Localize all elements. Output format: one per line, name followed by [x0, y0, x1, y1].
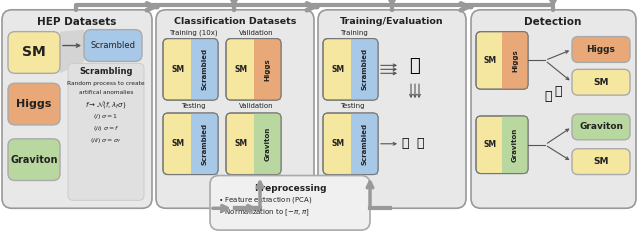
Text: $\bullet$ Feature extraction (PCA): $\bullet$ Feature extraction (PCA)	[218, 195, 312, 205]
FancyBboxPatch shape	[476, 116, 528, 173]
Text: HEP Datasets: HEP Datasets	[37, 17, 116, 27]
FancyBboxPatch shape	[226, 39, 281, 100]
Text: 🏆: 🏆	[544, 90, 552, 103]
FancyBboxPatch shape	[156, 10, 314, 208]
Text: Higgs: Higgs	[587, 45, 616, 54]
Text: Validation: Validation	[239, 30, 273, 36]
Text: SM: SM	[172, 65, 184, 74]
FancyBboxPatch shape	[2, 10, 152, 208]
Text: Graviton: Graviton	[264, 127, 270, 161]
Text: SM: SM	[22, 45, 46, 60]
Text: $(ii)\;\sigma = f$: $(ii)\;\sigma = f$	[93, 124, 119, 133]
Text: Random process to create: Random process to create	[67, 81, 145, 86]
Text: $(iii)\;\sigma = \sigma_f$: $(iii)\;\sigma = \sigma_f$	[90, 136, 122, 145]
Bar	[191, 39, 218, 100]
Text: Scrambled: Scrambled	[201, 48, 207, 91]
FancyBboxPatch shape	[163, 113, 218, 174]
Text: SM: SM	[332, 139, 344, 148]
Bar	[191, 113, 218, 174]
Text: Scrambled: Scrambled	[361, 48, 367, 91]
Text: SM: SM	[332, 65, 344, 74]
Text: Detection: Detection	[524, 17, 582, 27]
Text: Training: Training	[340, 30, 368, 36]
FancyBboxPatch shape	[226, 113, 281, 174]
Text: artifical anomalies: artifical anomalies	[79, 90, 133, 95]
Text: $\bullet$ Normalization to $[-\pi, \pi]$: $\bullet$ Normalization to $[-\pi, \pi]$	[218, 208, 310, 218]
Text: 🏆: 🏆	[401, 137, 409, 150]
FancyBboxPatch shape	[210, 175, 370, 230]
Text: SM: SM	[483, 56, 497, 65]
Text: Scrambling: Scrambling	[79, 67, 132, 76]
FancyBboxPatch shape	[163, 39, 218, 100]
Text: Graviton: Graviton	[512, 128, 518, 162]
Text: SM: SM	[234, 65, 248, 74]
Bar	[502, 116, 528, 173]
Text: Scrambled: Scrambled	[201, 123, 207, 165]
FancyBboxPatch shape	[476, 32, 528, 89]
Text: Validation: Validation	[239, 103, 273, 109]
Text: Graviton: Graviton	[579, 122, 623, 132]
Text: SM: SM	[483, 140, 497, 149]
Bar	[351, 113, 378, 174]
Text: Preprocessing: Preprocessing	[253, 184, 326, 193]
Text: Higgs: Higgs	[264, 58, 270, 81]
Text: Training (10x): Training (10x)	[169, 29, 218, 36]
FancyBboxPatch shape	[84, 30, 142, 61]
Text: 🧠: 🧠	[554, 85, 562, 98]
Text: Higgs: Higgs	[16, 99, 52, 109]
FancyBboxPatch shape	[572, 114, 630, 140]
Text: 🧠: 🧠	[410, 57, 420, 75]
Text: Classification Datasets: Classification Datasets	[174, 17, 296, 26]
FancyBboxPatch shape	[8, 139, 60, 181]
FancyBboxPatch shape	[323, 39, 378, 100]
Text: Scrambled: Scrambled	[361, 123, 367, 165]
FancyBboxPatch shape	[572, 149, 630, 174]
Text: SM: SM	[172, 139, 184, 148]
Text: Testing: Testing	[180, 103, 205, 109]
FancyBboxPatch shape	[323, 113, 378, 174]
Text: Higgs: Higgs	[512, 49, 518, 72]
Text: Graviton: Graviton	[10, 155, 58, 165]
FancyBboxPatch shape	[8, 32, 60, 73]
Text: $f \rightarrow \mathcal{N}(f, \lambda_f \sigma)$: $f \rightarrow \mathcal{N}(f, \lambda_f …	[85, 99, 127, 110]
FancyBboxPatch shape	[318, 10, 466, 208]
Text: SM: SM	[593, 78, 609, 87]
FancyBboxPatch shape	[8, 83, 60, 125]
Text: Testing: Testing	[340, 103, 365, 109]
Text: SM: SM	[234, 139, 248, 148]
Bar	[253, 113, 281, 174]
FancyBboxPatch shape	[572, 37, 630, 62]
Text: SM: SM	[593, 157, 609, 166]
FancyBboxPatch shape	[572, 69, 630, 95]
Text: Scrambled: Scrambled	[90, 41, 136, 50]
Text: Training/Evaluation: Training/Evaluation	[340, 17, 444, 26]
Text: 🧠: 🧠	[416, 137, 424, 150]
FancyBboxPatch shape	[68, 63, 144, 200]
Polygon shape	[60, 30, 84, 73]
Bar	[351, 39, 378, 100]
Bar	[502, 32, 528, 89]
Bar	[253, 39, 281, 100]
Text: $(i)\;\sigma = 1$: $(i)\;\sigma = 1$	[93, 112, 118, 122]
FancyBboxPatch shape	[471, 10, 636, 208]
